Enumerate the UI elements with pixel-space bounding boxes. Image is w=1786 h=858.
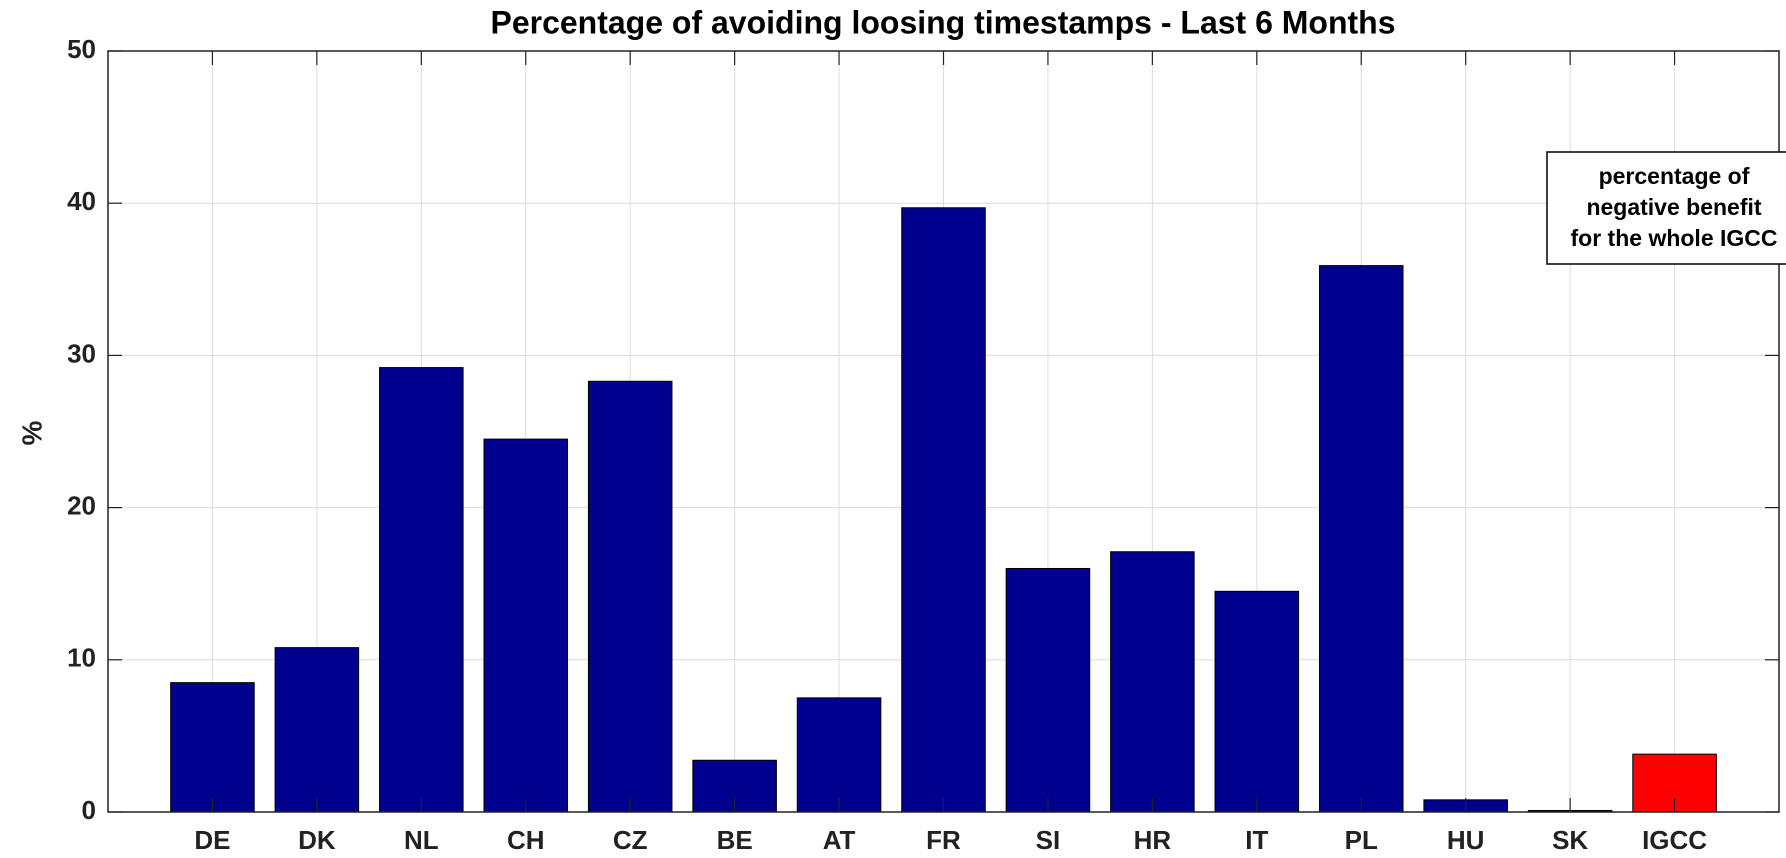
annotation-text: negative benefit [1586, 194, 1761, 220]
x-tick-label: NL [404, 825, 439, 855]
y-tick-label: 0 [82, 795, 96, 825]
bar [170, 682, 255, 813]
annotation-text: percentage of [1599, 163, 1750, 189]
x-tick-label: DE [194, 825, 230, 855]
x-tick-label: DK [298, 825, 336, 855]
bar [1110, 551, 1195, 813]
x-tick-label: HU [1447, 825, 1485, 855]
bar [1318, 265, 1404, 813]
bar [1214, 590, 1300, 813]
x-tick-label: SI [1036, 825, 1061, 855]
x-tick-label: IGCC [1642, 825, 1707, 855]
annotation-text: for the whole IGCC [1571, 225, 1778, 251]
y-tick-label: 10 [67, 643, 96, 673]
x-tick-label: SK [1552, 825, 1588, 855]
x-tick-label: PL [1345, 825, 1378, 855]
bar [796, 697, 882, 813]
chart-title: Percentage of avoiding loosing timestamp… [490, 4, 1395, 40]
annotation-box [1546, 151, 1786, 265]
y-tick-label: 40 [67, 186, 96, 216]
x-tick-label: CH [507, 825, 545, 855]
y-tick-label: 30 [67, 338, 96, 368]
bar [1005, 567, 1091, 813]
x-tick-label: FR [926, 825, 961, 855]
y-tick-label: 20 [67, 490, 96, 520]
bar [483, 438, 569, 813]
plot-frame [107, 50, 1780, 813]
x-tick-label: CZ [613, 825, 648, 855]
x-tick-label: BE [717, 825, 753, 855]
x-tick-label: IT [1245, 825, 1268, 855]
bar [379, 367, 464, 813]
x-tick-label: HR [1134, 825, 1172, 855]
x-tick-label: AT [823, 825, 856, 855]
bar [587, 380, 673, 813]
bar [901, 207, 986, 813]
y-tick-label: 50 [67, 34, 96, 64]
bar [274, 647, 360, 813]
y-axis-label: % [16, 420, 47, 445]
